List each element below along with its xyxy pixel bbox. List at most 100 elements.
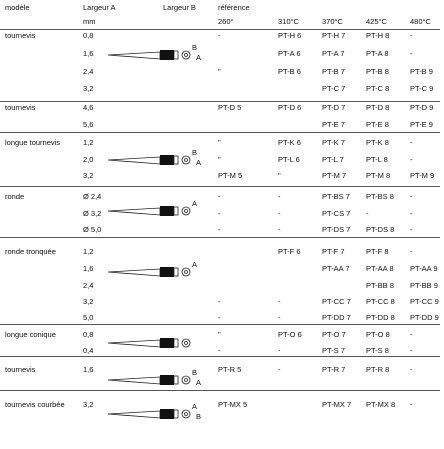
reference: PT-BB 8 (366, 281, 394, 290)
dimension-label: A (196, 53, 202, 62)
reference: PT-K 7 (322, 138, 345, 147)
divider (0, 390, 440, 391)
reference: PT-L 6 (278, 155, 300, 164)
reference: PT-R 8 (366, 365, 390, 374)
reference: - (218, 209, 221, 218)
reference: PT-F 8 (366, 247, 389, 256)
reference: PT-S 8 (366, 346, 389, 355)
reference: PT-A 8 (366, 49, 389, 58)
dimension-label: A (192, 199, 198, 208)
tip-shape (184, 412, 188, 416)
reference: PT-D 5 (218, 103, 242, 112)
reference: PT-M 5 (218, 171, 243, 180)
tip-shape (173, 50, 179, 60)
reference: PT-L 7 (322, 155, 344, 164)
reference: - (278, 225, 281, 234)
width-a: 1,2 (83, 138, 94, 147)
reference: PT-M 8 (366, 171, 391, 180)
temp-header: 310°C (278, 17, 299, 26)
reference: PT-MX 8 (366, 400, 396, 409)
reference: PT-AA 9 (410, 264, 438, 273)
width-a: 5,6 (83, 120, 94, 129)
width-a: 3,2 (83, 297, 94, 306)
reference: PT-A 7 (322, 49, 345, 58)
temp-header: 260° (218, 17, 234, 26)
reference: PT-BS 8 (366, 192, 394, 201)
header: Largeur B (163, 3, 196, 12)
reference: PT-E 9 (410, 120, 433, 129)
tip-shape (107, 156, 161, 165)
tip-shape (173, 409, 179, 419)
dimension-label: B (196, 412, 202, 421)
width-a: 3,2 (83, 171, 94, 180)
reference: PT-K 8 (366, 138, 389, 147)
width-a: 0,8 (83, 330, 94, 339)
dimension-label: B (192, 148, 198, 157)
reference: - (410, 225, 413, 234)
reference: PT-DD 9 (410, 313, 439, 322)
dimension-label: A (196, 158, 202, 167)
divider (0, 186, 440, 187)
reference: " (218, 67, 221, 76)
reference: " (218, 330, 221, 339)
reference: PT-O 8 (366, 330, 390, 339)
reference: - (278, 297, 281, 306)
header: Largeur A (83, 3, 116, 12)
reference: PT-AA 8 (366, 264, 394, 273)
tip-shape (107, 207, 161, 216)
reference: PT-F 7 (322, 247, 345, 256)
reference: PT-MX 5 (218, 400, 248, 409)
reference: - (278, 209, 281, 218)
reference: PT-D 6 (278, 103, 302, 112)
width-a: 1,6 (83, 365, 94, 374)
reference: PT-BB 9 (410, 281, 438, 290)
width-a: 1,6 (83, 49, 94, 58)
width-a: Ø 5,0 (83, 225, 102, 234)
reference: PT-C 7 (322, 84, 346, 93)
model: longue conique (5, 330, 56, 339)
reference: PT-S 7 (322, 346, 345, 355)
dimension-label: A (192, 402, 198, 411)
reference: - (278, 365, 281, 374)
model: ronde tronquée (5, 247, 56, 256)
reference: PT-B 6 (278, 67, 301, 76)
divider (0, 356, 440, 357)
reference: PT-L 8 (366, 155, 388, 164)
reference: - (278, 313, 281, 322)
header: mm (83, 17, 96, 26)
reference: PT-F 6 (278, 247, 301, 256)
reference: PT-K 6 (278, 138, 301, 147)
tip-shape (160, 267, 174, 277)
reference: PT-C 9 (410, 84, 434, 93)
dimension-label: B (192, 43, 198, 52)
reference: PT-D 8 (366, 103, 390, 112)
reference: - (218, 225, 221, 234)
reference: - (410, 49, 413, 58)
tip-shape (107, 410, 161, 419)
model: tournevis (5, 103, 36, 112)
reference: - (410, 400, 413, 409)
tip-shape (160, 50, 174, 60)
reference: PT-C 8 (366, 84, 390, 93)
reference: PT-BS 7 (322, 192, 350, 201)
reference: PT-M 9 (410, 171, 435, 180)
reference: - (218, 297, 221, 306)
temp-header: 370°C (322, 17, 343, 26)
model: tournevis courbée (5, 400, 65, 409)
reference: PT-M 7 (322, 171, 347, 180)
tip-shape (184, 341, 188, 345)
width-a: 4,6 (83, 103, 94, 112)
reference: PT-DD 7 (322, 313, 351, 322)
model: longue tournevis (5, 138, 61, 147)
reference: - (410, 247, 413, 256)
reference: - (410, 330, 413, 339)
width-a: 2,4 (83, 281, 94, 290)
temp-header: 425°C (366, 17, 387, 26)
tip-shape (184, 270, 188, 274)
reference: PT-R 5 (218, 365, 242, 374)
tip-shape (184, 209, 188, 213)
reference: PT-CC 9 (410, 297, 439, 306)
divider (0, 132, 440, 133)
tip-shape (160, 155, 174, 165)
